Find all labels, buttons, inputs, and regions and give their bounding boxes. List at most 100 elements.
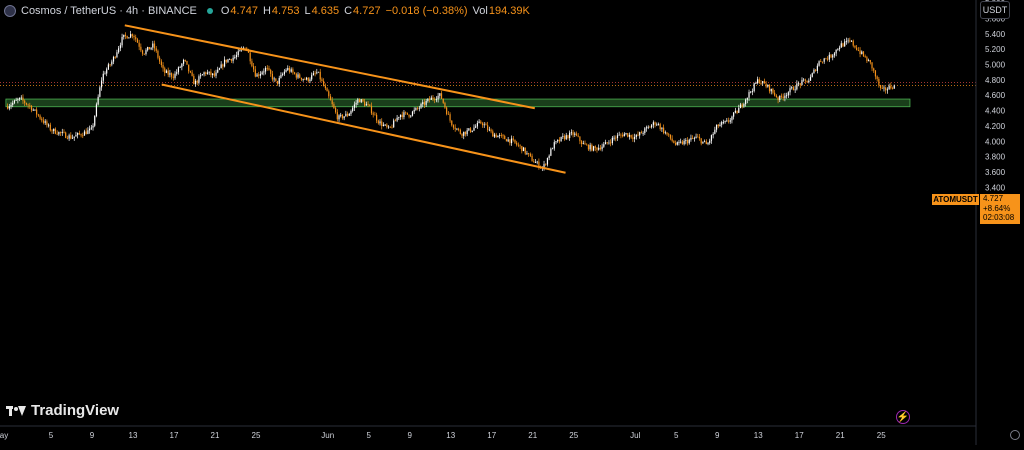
candle-body	[838, 47, 841, 50]
candle-body	[427, 98, 429, 101]
candle-body	[772, 88, 774, 93]
candle-body	[637, 134, 639, 136]
candle-body	[601, 146, 603, 150]
candle-body	[7, 106, 9, 109]
candle-body	[205, 72, 207, 74]
candle-body	[681, 141, 683, 145]
candle-body	[635, 134, 637, 137]
candle-body	[18, 97, 21, 100]
candle-body	[789, 88, 791, 93]
candle-body	[811, 73, 813, 77]
candle-body	[719, 124, 721, 127]
open-label: O	[220, 5, 230, 17]
candle-body	[762, 81, 764, 84]
candle-body	[581, 141, 583, 144]
candle-body	[263, 71, 265, 73]
candle-body	[381, 121, 383, 126]
candle-body	[171, 73, 173, 77]
settings-icon[interactable]	[1010, 430, 1020, 440]
candle-body	[610, 142, 612, 144]
candle-body	[830, 54, 832, 58]
candle-body	[410, 115, 412, 117]
candle-body	[420, 104, 422, 108]
x-tick-label: Jul	[630, 431, 640, 440]
candle-body	[61, 131, 63, 133]
candle-body	[876, 76, 878, 79]
candle-body	[869, 60, 871, 63]
candle-body	[651, 125, 653, 128]
candle-body	[878, 78, 880, 86]
candle-body	[803, 79, 805, 81]
candle-body	[517, 144, 519, 146]
tradingview-logo[interactable]: TradingView	[6, 402, 119, 419]
symbol-title[interactable]: Cosmos / TetherUS · 4h · BINANCE	[21, 5, 197, 17]
candle-body	[533, 161, 535, 163]
candle-body	[201, 74, 203, 76]
candle-body	[589, 144, 591, 150]
candle-body	[873, 68, 875, 71]
y-tick-label: 4.400	[985, 107, 1006, 116]
candle-body	[345, 113, 347, 117]
candle-body	[405, 112, 407, 114]
candle-body	[275, 78, 277, 81]
candle-body	[442, 98, 444, 103]
candle-body	[229, 59, 231, 60]
candle-body	[312, 73, 314, 76]
candle-body	[403, 112, 405, 117]
candle-body	[879, 85, 882, 89]
currency-button[interactable]: USDT	[980, 1, 1010, 19]
candle-body	[639, 132, 641, 136]
candle-body	[37, 114, 39, 116]
x-tick-label: 13	[129, 431, 138, 440]
candle-body	[415, 107, 417, 110]
candle-body	[845, 40, 847, 42]
x-tick-label: 13	[446, 431, 455, 440]
candle-body	[244, 47, 246, 49]
candle-body	[721, 122, 723, 125]
candle-body	[815, 69, 817, 71]
candle-body	[823, 58, 825, 62]
y-tick-label: 4.200	[985, 122, 1006, 131]
candle-body	[596, 147, 598, 150]
candle-body	[499, 135, 501, 136]
candle-body	[406, 112, 408, 115]
candle-body	[182, 59, 185, 64]
candle-body	[560, 136, 562, 142]
y-tick-label: 3.600	[985, 168, 1006, 177]
channel-lower-trendline[interactable]	[161, 83, 566, 174]
y-tick-label: 3.400	[985, 183, 1006, 192]
bolt-icon[interactable]: ⚡	[896, 410, 910, 424]
candle-body	[702, 141, 704, 144]
candle-body	[575, 133, 578, 136]
support-zone[interactable]	[5, 98, 911, 108]
candle-body	[217, 69, 219, 73]
candle-body	[10, 104, 12, 107]
candle-body	[551, 148, 554, 150]
candle-body	[181, 63, 183, 68]
candle-body	[760, 83, 762, 84]
candle-body	[382, 124, 385, 126]
candle-body	[488, 129, 490, 131]
candle-body	[25, 103, 27, 105]
candle-body	[401, 114, 403, 117]
candle-body	[690, 137, 692, 140]
candle-body	[592, 146, 595, 151]
candle-body	[95, 104, 98, 116]
candle-body	[97, 96, 99, 105]
candle-body	[683, 140, 685, 145]
candle-body	[598, 147, 600, 150]
candle-body	[153, 43, 156, 49]
candle-body	[89, 128, 91, 131]
candle-body	[727, 120, 730, 122]
candle-body	[806, 80, 808, 83]
candle-body	[787, 92, 789, 96]
candle-body	[714, 129, 716, 134]
candle-body	[193, 75, 195, 85]
channel-upper-trendline[interactable]	[124, 24, 535, 110]
candle-body	[350, 111, 352, 114]
candle-body	[51, 130, 53, 132]
candle-body	[584, 143, 586, 145]
candle-body	[446, 107, 448, 114]
